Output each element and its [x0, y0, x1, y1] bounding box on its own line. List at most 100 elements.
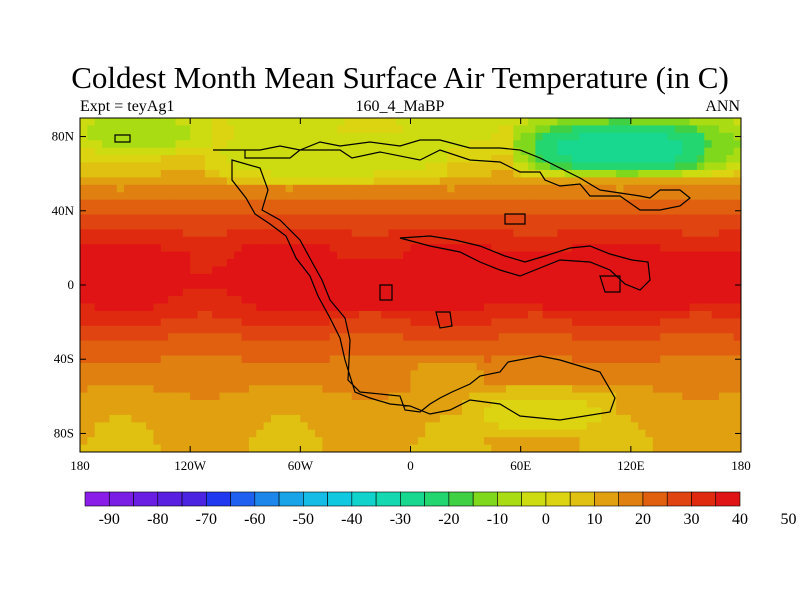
field-cell	[146, 288, 155, 297]
field-cell	[292, 244, 301, 253]
field-cell	[131, 333, 140, 342]
field-cell	[425, 303, 434, 312]
field-cell	[381, 340, 390, 349]
field-cell	[726, 147, 735, 156]
field-cell	[447, 362, 456, 371]
field-cell	[337, 429, 345, 438]
field-cell	[557, 155, 566, 164]
field-cell	[535, 318, 544, 327]
field-cell	[204, 244, 213, 253]
chart-title: Coldest Month Mean Surface Air Temperatu…	[71, 60, 729, 95]
field-cell	[381, 266, 390, 275]
field-cell	[733, 273, 741, 282]
field-cell	[109, 273, 118, 282]
field-cell	[579, 296, 588, 305]
field-cell	[564, 140, 573, 149]
field-cell	[557, 288, 566, 297]
field-cell	[542, 155, 551, 164]
field-cell	[439, 199, 448, 208]
field-cell	[102, 362, 110, 371]
field-cell	[726, 422, 735, 431]
field-cell	[315, 266, 323, 275]
field-cell	[403, 377, 412, 386]
field-cell	[315, 259, 323, 268]
field-cell	[425, 214, 434, 223]
field-cell	[197, 207, 206, 216]
field-cell	[197, 259, 206, 268]
field-cell	[689, 370, 698, 379]
field-cell	[197, 236, 206, 245]
field-cell	[726, 355, 735, 364]
field-cell	[87, 310, 96, 319]
field-cell	[704, 132, 713, 141]
field-cell	[579, 333, 588, 342]
field-cell	[234, 422, 243, 431]
field-cell	[87, 229, 96, 238]
field-cell	[682, 177, 691, 186]
field-cell	[535, 192, 544, 201]
field-cell	[682, 348, 691, 357]
field-cell	[315, 273, 323, 282]
field-cell	[586, 303, 595, 312]
field-cell	[454, 362, 463, 371]
field-cell	[153, 251, 162, 260]
field-cell	[608, 422, 617, 431]
field-cell	[608, 251, 617, 260]
field-cell	[572, 281, 581, 290]
field-cell	[381, 184, 390, 193]
field-cell	[307, 333, 316, 342]
field-cell	[432, 244, 441, 253]
field-cell	[373, 155, 382, 164]
field-cell	[359, 414, 368, 423]
field-cell	[322, 340, 331, 349]
field-cell	[182, 244, 191, 253]
field-cell	[608, 296, 617, 305]
field-cell	[704, 325, 713, 334]
field-cell	[564, 310, 573, 319]
field-cell	[513, 362, 522, 371]
colorbar-swatch	[230, 491, 256, 507]
field-cell	[270, 184, 279, 193]
field-cell	[638, 340, 647, 349]
field-cell	[469, 392, 478, 401]
field-cell	[572, 192, 581, 201]
field-cell	[359, 303, 368, 312]
field-cell	[498, 132, 507, 141]
field-cell	[704, 221, 713, 230]
x-tick-label: 0	[407, 458, 414, 473]
field-cell	[307, 169, 316, 178]
field-cell	[292, 281, 301, 290]
field-cell	[102, 348, 110, 357]
field-cell	[102, 318, 110, 327]
field-cell	[329, 400, 338, 409]
field-cell	[80, 340, 88, 349]
field-cell	[351, 266, 360, 275]
field-cell	[153, 377, 162, 386]
field-cell	[645, 340, 654, 349]
field-cell	[395, 259, 404, 268]
field-cell	[711, 259, 720, 268]
field-cell	[447, 207, 456, 216]
field-cell	[461, 400, 470, 409]
field-cell	[454, 437, 463, 446]
field-cell	[579, 229, 588, 238]
field-cell	[138, 333, 147, 342]
field-cell	[483, 236, 492, 245]
field-cell	[146, 400, 155, 409]
field-cell	[344, 392, 353, 401]
field-cell	[212, 162, 221, 171]
field-cell	[586, 259, 595, 268]
field-cell	[454, 147, 463, 156]
field-cell	[292, 348, 301, 357]
field-cell	[337, 407, 345, 416]
field-cell	[572, 221, 581, 230]
field-cell	[505, 385, 514, 394]
field-cell	[674, 348, 683, 357]
field-cell	[160, 429, 169, 438]
field-cell	[630, 318, 639, 327]
field-cell	[124, 192, 133, 201]
field-cell	[219, 318, 228, 327]
field-cell	[682, 444, 691, 452]
field-cell	[542, 333, 551, 342]
field-cell	[417, 221, 426, 230]
